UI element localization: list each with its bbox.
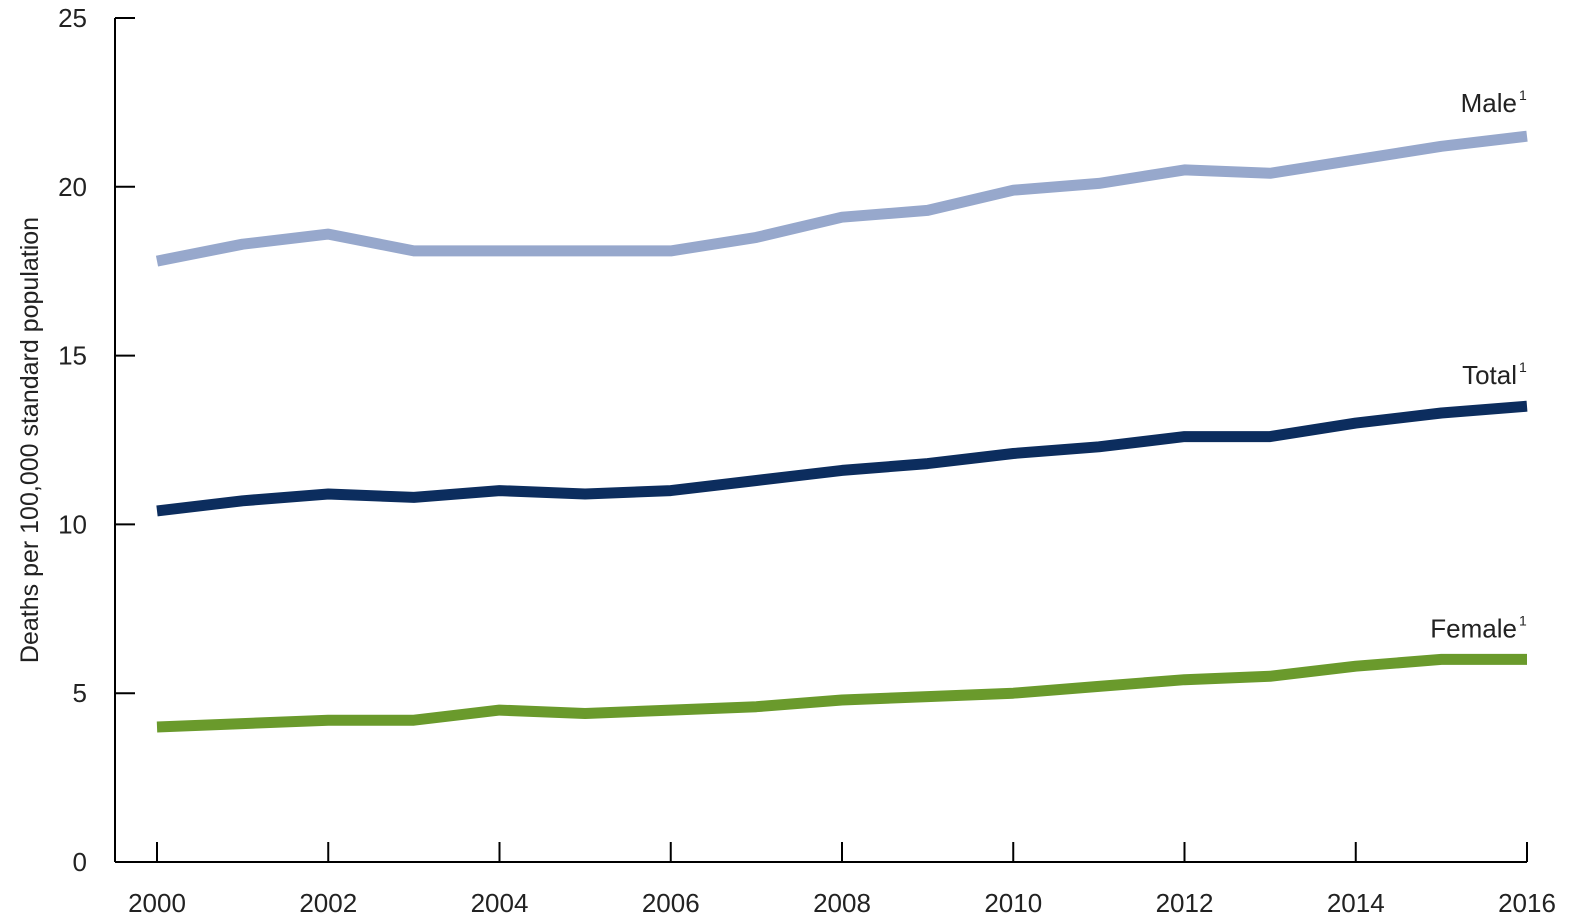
series-line-female <box>156 653 1527 733</box>
x-tick-label: 2016 <box>1498 888 1556 918</box>
x-tick-label: 2014 <box>1327 888 1385 918</box>
series-line-male <box>155 130 1528 267</box>
x-tick-label: 2010 <box>984 888 1042 918</box>
series-label-female: Female <box>1430 613 1517 643</box>
y-tick-label: 10 <box>58 509 87 539</box>
series-label-male: Male <box>1461 88 1517 118</box>
x-tick-label: 2004 <box>471 888 529 918</box>
y-tick-label: 25 <box>58 3 87 33</box>
series-label-footnote: 1 <box>1519 87 1527 103</box>
y-tick-label: 0 <box>73 847 87 877</box>
y-axis-title: Deaths per 100,000 standard population <box>16 217 44 663</box>
series-label-footnote: 1 <box>1519 612 1527 628</box>
x-tick-label: 2008 <box>813 888 871 918</box>
x-tick-label: 2012 <box>1156 888 1214 918</box>
x-tick-label: 2006 <box>642 888 700 918</box>
series-label-footnote: 1 <box>1519 359 1527 375</box>
series-line-total <box>156 400 1528 517</box>
series-lines <box>155 130 1528 733</box>
series-label-total: Total <box>1462 360 1517 390</box>
x-tick-label: 2002 <box>299 888 357 918</box>
y-tick-label: 15 <box>58 341 87 371</box>
x-tick-label: 2000 <box>128 888 186 918</box>
axes: 0 5 10 15 20 25 2000 2002 2004 2006 2008 2010 2012 20… <box>58 3 1556 918</box>
y-tick-label: 5 <box>73 678 87 708</box>
y-tick-label: 20 <box>58 172 87 202</box>
